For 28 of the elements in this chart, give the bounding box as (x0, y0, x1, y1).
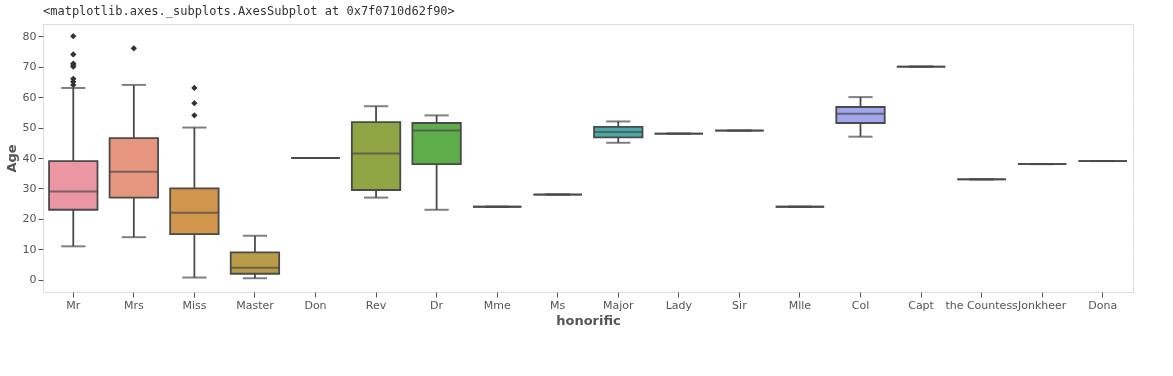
y-tick-label: 30 (22, 181, 37, 195)
text: <matplotlib.axes._subplots.AxesSubplot at 0x7f0710d62f90> (43, 4, 455, 18)
x-tick-label: Master (236, 298, 275, 312)
x-tick-label: Mme (483, 298, 511, 312)
y-tick-label: 70 (22, 60, 37, 74)
x-tick-label: Dr (430, 298, 444, 312)
y-tick-label: 50 (22, 121, 37, 135)
x-tick-label: Mlle (788, 298, 812, 312)
x-axis-title: honorific (556, 312, 621, 328)
y-tick-label: 60 (22, 90, 37, 104)
x-tick-label: Capt (908, 298, 935, 312)
x-tick-label: Sir (732, 298, 748, 312)
x-tick-label: Col (851, 298, 870, 312)
x-tick-label: Major (603, 298, 635, 312)
x-tick-label: Ms (550, 298, 566, 312)
x-tick-label: Don (304, 298, 327, 312)
x-tick-label: Lady (665, 298, 693, 312)
y-tick-label: 0 (29, 273, 37, 287)
y-tick-label: 40 (22, 151, 37, 165)
x-tick-label: Miss (182, 298, 207, 312)
y-tick-label: 80 (22, 29, 37, 43)
y-tick-label: 20 (22, 212, 37, 226)
y-axis-title: Age (3, 144, 19, 173)
x-tick-label: Rev (365, 298, 387, 312)
y-tick-label: 10 (22, 242, 37, 256)
x-tick-label: Dona (1088, 298, 1118, 312)
x-tick-label: Mr (66, 298, 81, 312)
x-tick-label: Mrs (123, 298, 144, 312)
